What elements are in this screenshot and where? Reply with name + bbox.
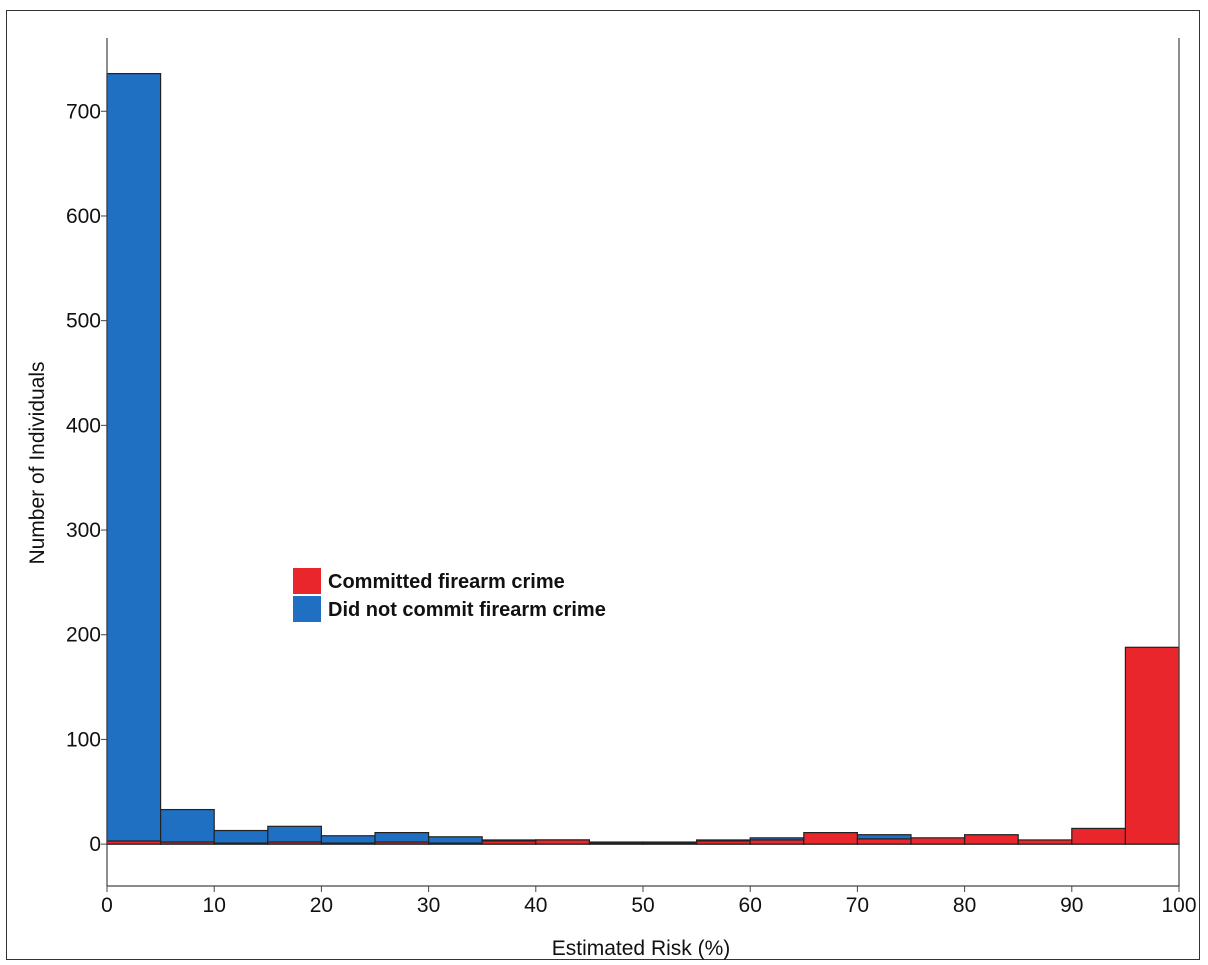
y-axis-title: Number of Individuals [26,361,49,564]
y-tick-label: 300 [66,519,101,542]
legend-swatch-not-committed [293,596,321,622]
x-axis-title: Estimated Risk (%) [552,937,731,960]
bar-committed-45 [588,842,644,845]
x-tick-label: 10 [203,894,226,917]
bar-committed-65 [803,832,858,845]
bar-committed-0 [106,840,162,845]
bar-committed-10 [213,842,269,845]
bar-not-committed-5 [160,808,215,845]
y-tick-label: 600 [66,205,101,228]
x-tick-label: 40 [524,894,547,917]
bar-committed-90 [1071,827,1127,845]
legend-label-committed: Committed firearm crime [328,571,565,593]
y-tick-label: 500 [66,310,101,333]
bar-committed-60 [749,839,805,845]
bar-not-committed-10 [213,829,269,845]
bar-committed-95 [1124,646,1180,845]
bar-committed-40 [535,839,590,845]
chart-frame [6,10,1200,960]
x-tick-label: 100 [1161,894,1196,917]
legend: Committed firearm crime Did not commit fi… [293,568,606,622]
bar-committed-75 [910,837,966,845]
x-tick-label: 0 [101,894,113,917]
y-tick-label: 700 [66,100,101,123]
bar-committed-55 [695,840,751,845]
x-tick-label: 20 [310,894,333,917]
y-tick-label: 0 [89,833,101,856]
y-tick-label: 200 [66,624,101,647]
bar-committed-25 [374,841,430,845]
x-tick-label: 30 [417,894,440,917]
bar-committed-20 [320,842,376,845]
axes-layer [106,38,1180,887]
x-tick-label: 70 [846,894,869,917]
x-tick-label: 90 [1060,894,1083,917]
bar-committed-50 [642,842,698,845]
bar-committed-70 [856,838,912,845]
y-tick-label: 100 [66,728,101,751]
bars-layer [106,72,1180,845]
bar-committed-85 [1017,839,1073,845]
bar-committed-35 [481,840,537,845]
legend-label-not-committed: Did not commit firearm crime [328,599,606,621]
bar-committed-5 [160,841,215,845]
x-tick-label: 60 [739,894,762,917]
bar-not-committed-0 [106,72,162,845]
legend-swatch-committed [293,568,321,594]
x-tick-label: 80 [953,894,976,917]
y-tick-label: 400 [66,414,101,437]
bar-committed-15 [267,841,322,845]
bar-committed-80 [963,834,1019,845]
x-tick-label: 50 [631,894,654,917]
bar-committed-30 [428,842,483,845]
ticks-layer: 0 10 20 30 40 50 60 70 80 90 100 0 100 200 300 400 500 60… [66,100,1197,917]
